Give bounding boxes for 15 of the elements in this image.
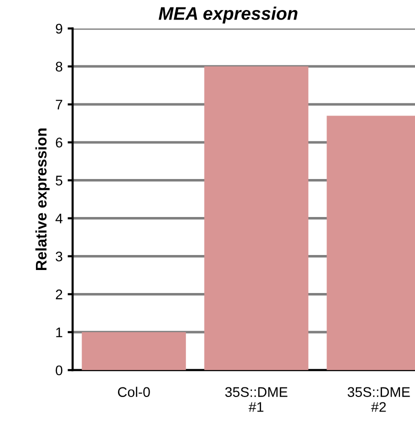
y-axis-title: Relative expression [35,128,50,270]
y-tick-label: 4 [56,214,62,224]
y-tick-label: 5 [56,176,62,186]
x-tick-label: Col-0 [118,386,150,397]
chart-title: MEA expression [158,6,298,24]
y-tick-label: 3 [56,252,62,262]
x-tick-label: 35S::DME #2 [348,387,410,412]
y-tick-label: 7 [56,100,62,110]
y-tick-label: 0 [56,365,62,376]
x-tick-label: 35S::DME #1 [225,387,288,412]
y-tick-label: 2 [56,290,62,300]
y-tick-label: 9 [56,24,62,34]
y-tick-label: 1 [56,328,62,338]
y-tick-label: 6 [56,138,62,148]
y-tick-label: 8 [56,62,62,72]
